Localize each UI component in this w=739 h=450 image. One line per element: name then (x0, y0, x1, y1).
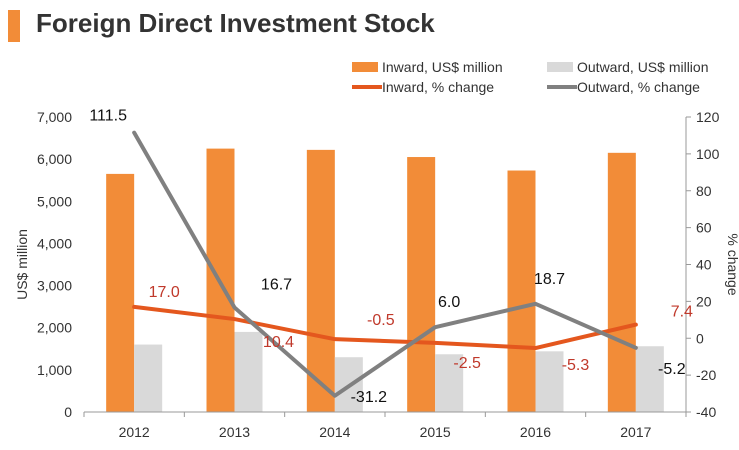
legend-label: Inward, US$ million (382, 59, 503, 75)
inward-change-label: -2.5 (453, 355, 481, 372)
y-tick-label: 1,000 (37, 362, 72, 378)
outward-bar (134, 344, 163, 412)
inward-bar (507, 170, 536, 412)
outward-change-label: 16.7 (261, 276, 292, 293)
x-tick-label: 2012 (119, 424, 150, 440)
y-tick-label: 0 (64, 404, 72, 420)
outward-bar (635, 346, 664, 412)
inward-change-label: 7.4 (671, 304, 693, 321)
inward-bar (407, 157, 436, 412)
y2-axis-title: % change (725, 233, 739, 295)
outward-change-label: 111.5 (89, 108, 127, 125)
y-tick-label: 6,000 (37, 151, 72, 167)
y2-tick-label: 120 (696, 109, 720, 125)
y-tick-label: 7,000 (37, 109, 72, 125)
y2-tick-label: 80 (696, 183, 712, 199)
inward-change-label: -0.5 (367, 312, 395, 329)
legend-swatch (547, 62, 573, 72)
inward-change-label: 10.4 (263, 334, 294, 351)
y2-tick-label: 20 (696, 293, 712, 309)
title-accent-bar (8, 10, 20, 42)
outward-bar (535, 351, 564, 412)
y2-tick-label: -20 (696, 367, 716, 383)
legend-label: Outward, US$ million (577, 59, 709, 75)
y-tick-label: 3,000 (37, 278, 72, 294)
outward-change-label: 6.0 (438, 294, 460, 311)
inward-bar (106, 173, 135, 412)
inward-change-label: 17.0 (149, 284, 180, 301)
x-tick-label: 2016 (520, 424, 551, 440)
y-tick-label: 2,000 (37, 320, 72, 336)
outward-change-label: -31.2 (351, 389, 388, 406)
y-tick-label: 5,000 (37, 193, 72, 209)
x-tick-label: 2013 (219, 424, 250, 440)
y2-tick-label: 0 (696, 330, 704, 346)
outward-change-label: 18.7 (534, 271, 565, 288)
y2-tick-label: 60 (696, 220, 712, 236)
outward-change-line (132, 130, 638, 398)
page-title: Foreign Direct Investment Stock (36, 8, 435, 38)
outward-bar (234, 331, 263, 412)
x-tick-label: 2015 (420, 424, 451, 440)
y-tick-label: 4,000 (37, 235, 72, 251)
legend-label: Outward, % change (577, 79, 700, 95)
inward-bar (306, 149, 335, 412)
y2-tick-label: -40 (696, 404, 716, 420)
outward-change-label: -5.2 (658, 361, 686, 378)
x-tick-label: 2014 (319, 424, 350, 440)
inward-bar (607, 152, 636, 413)
legend-label: Inward, % change (382, 79, 494, 95)
outward-bar (435, 354, 464, 412)
inward-change-line (132, 304, 638, 351)
legend-swatch (352, 62, 378, 72)
y-axis-title: US$ million (14, 229, 30, 300)
inward-change-label: -5.3 (562, 357, 590, 374)
y2-tick-label: 100 (696, 146, 720, 162)
y2-tick-label: 40 (696, 257, 712, 273)
x-tick-label: 2017 (620, 424, 651, 440)
